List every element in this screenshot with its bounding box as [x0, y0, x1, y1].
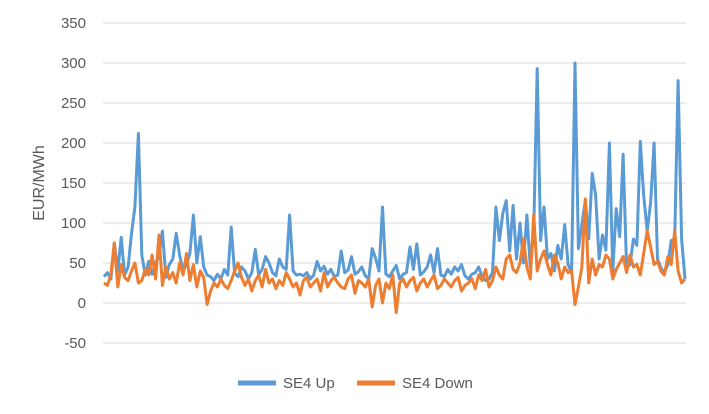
series-line-se4-up: [102, 61, 687, 283]
y-tick-label: 100: [61, 215, 86, 232]
legend-label: SE4 Up: [283, 375, 335, 392]
gridlines: [103, 22, 686, 344]
y-tick-label: -50: [64, 335, 86, 352]
y-tick-label: 300: [61, 55, 86, 72]
series-lines: [102, 61, 687, 315]
legend: SE4 Up SE4 Down: [238, 375, 473, 392]
y-tick-label: 350: [61, 15, 86, 32]
y-tick-label: 150: [61, 175, 86, 192]
legend-label: SE4 Down: [402, 375, 473, 392]
series-line-se4-down: [103, 197, 687, 315]
y-tick-label: 0: [78, 295, 86, 312]
y-tick-label: 250: [61, 95, 86, 112]
y-tick-label: 50: [69, 255, 86, 272]
y-axis-tick-labels: -50 0 50 100 150 200 250 300 350: [61, 15, 86, 352]
y-tick-label: 200: [61, 135, 86, 152]
y-axis-title: EUR/MWh: [31, 145, 48, 221]
